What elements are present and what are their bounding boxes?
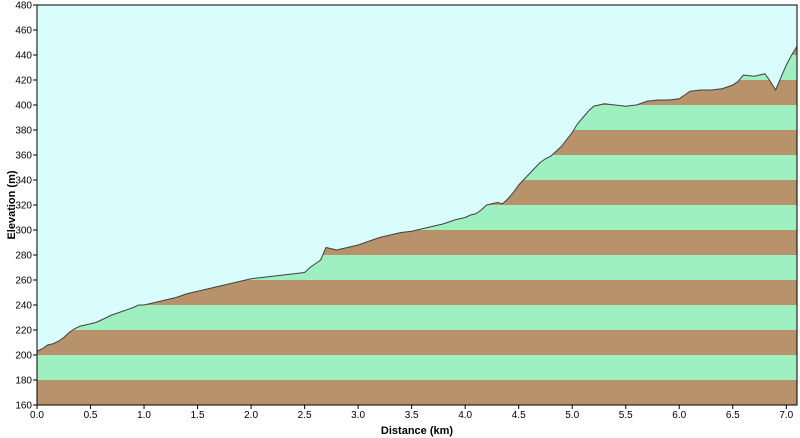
y-tick-label: 200: [15, 351, 32, 362]
x-tick-label: 1.0: [137, 410, 151, 421]
plot-area: [36, 5, 798, 405]
x-tick-label: 2.5: [298, 410, 312, 421]
x-tick-label: 0.5: [84, 410, 98, 421]
x-tick-label: 3.0: [351, 410, 365, 421]
x-tick-label: 2.0: [244, 410, 258, 421]
x-tick-label: 7.0: [779, 410, 793, 421]
y-tick-label: 240: [15, 301, 32, 312]
y-tick-label: 280: [15, 251, 32, 262]
y-tick-label: 220: [15, 326, 32, 337]
y-tick-label: 320: [15, 201, 32, 212]
y-tick-label: 440: [15, 51, 32, 62]
x-tick-label: 5.5: [619, 410, 633, 421]
x-tick-label: 6.0: [672, 410, 686, 421]
x-tick-label: 4.5: [512, 410, 526, 421]
y-tick-label: 300: [15, 226, 32, 237]
axes: 160 180 200 220 240 260 280 300 320 340 360 380 400 4…: [15, 1, 798, 421]
y-tick-label: 340: [15, 176, 32, 187]
y-tick-label: 360: [15, 151, 32, 162]
y-tick-label: 260: [15, 276, 32, 287]
y-tick-label: 400: [15, 101, 32, 112]
y-tick-label: 160: [15, 401, 32, 412]
y-tick-label: 380: [15, 126, 32, 137]
y-tick-label: 420: [15, 76, 32, 87]
elevation-band: [37, 305, 797, 330]
x-axis-title: Distance (km): [381, 425, 453, 437]
x-tick-label: 4.0: [458, 410, 472, 421]
y-tick-label: 480: [15, 1, 32, 12]
elevation-band: [37, 380, 797, 405]
y-tick-label: 180: [15, 376, 32, 387]
x-tick-label: 6.5: [726, 410, 740, 421]
x-tick-label: 1.5: [191, 410, 205, 421]
elevation-band: [37, 330, 797, 355]
elevation-profile-line: [36, 45, 798, 352]
elevation-band: [37, 355, 797, 380]
x-tick-label: 0.0: [30, 410, 44, 421]
y-axis-title: Elevation (m): [6, 170, 18, 239]
y-tick-label: 460: [15, 26, 32, 37]
x-tick-label: 3.5: [405, 410, 419, 421]
x-tick-label: 5.0: [565, 410, 579, 421]
